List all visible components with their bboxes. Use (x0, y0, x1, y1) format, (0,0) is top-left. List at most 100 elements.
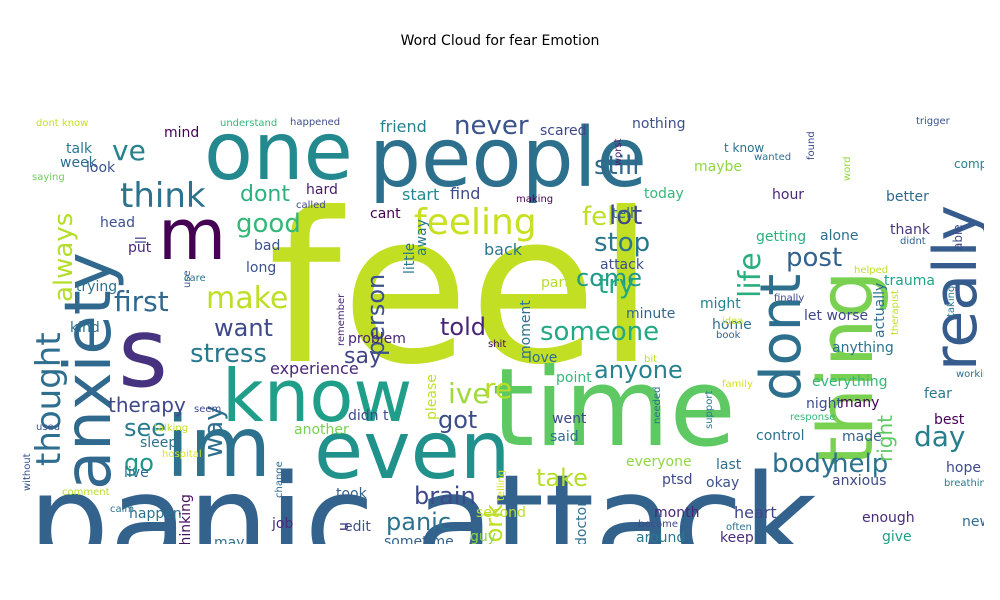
word-calm: calm (110, 504, 134, 515)
word-guy: guy (470, 529, 496, 544)
word-even: even (314, 404, 510, 497)
word-thinking: thinking (178, 494, 194, 544)
word-work: work (480, 504, 508, 544)
word-remember: remember (336, 293, 347, 346)
word-around: around (636, 530, 685, 544)
word-see: see (124, 414, 166, 442)
word-ll: ll (134, 236, 150, 244)
word-bit: bit (644, 354, 657, 365)
word-month: month (654, 505, 699, 521)
word-right: right (873, 415, 897, 462)
word-ptsd: ptsd (662, 472, 693, 488)
word-best: best (934, 412, 965, 428)
word-anything: anything (832, 340, 894, 356)
word-brain: brain (414, 482, 476, 510)
word-little: little (402, 243, 418, 274)
word-take: take (536, 464, 588, 492)
word-telling: telling (496, 470, 507, 501)
word-dont-know: dont know (36, 118, 88, 129)
word-therapist: therapist (890, 290, 901, 335)
word-go: go (124, 449, 154, 477)
word-anyone: anyone (594, 356, 683, 384)
word-person: person (362, 274, 390, 356)
word-experience: experience (270, 359, 359, 378)
word-found: found (806, 131, 817, 160)
word-head: head (100, 215, 135, 231)
word-m: m (158, 194, 226, 276)
word-anxious: anxious (832, 473, 886, 489)
word-still: still (594, 151, 639, 181)
word-second: second (476, 505, 526, 521)
word-thing: thing (801, 271, 890, 467)
word-care: care (184, 273, 206, 284)
word-hour: hour (772, 187, 804, 203)
word-today: today (644, 186, 684, 202)
word-used: used (36, 422, 60, 433)
word-hope: hope (946, 460, 981, 476)
word-heart: heart (734, 503, 777, 522)
word-talking: talking (154, 423, 188, 434)
word-didnt: didnt (900, 236, 926, 247)
word-cant: cant (370, 206, 401, 222)
word-saying: saying (32, 172, 65, 183)
word-first: first (114, 285, 169, 318)
word-want: want (214, 314, 273, 342)
word-worst: worst (613, 138, 624, 166)
word-always: always (49, 213, 79, 302)
word-enough: enough (862, 510, 915, 526)
word-stress: stress (190, 339, 267, 369)
word-tell: tell (612, 206, 634, 222)
word-put: put (128, 240, 152, 256)
word-give: give (882, 529, 912, 544)
word-called: called (296, 200, 326, 211)
word-family: family (722, 379, 753, 390)
word-talk: talk (66, 141, 93, 157)
word-shit: shit (488, 339, 506, 350)
word-night: night (806, 396, 843, 412)
word-think: think (120, 176, 206, 216)
word-use: use (182, 270, 193, 288)
word-away: away (414, 219, 430, 256)
word-helped: helped (854, 265, 888, 276)
word-understand: understand (220, 118, 277, 129)
word-kind: kind (70, 320, 100, 336)
word-help: help (832, 449, 888, 479)
word-re: re (484, 372, 512, 405)
word-edit: edit (344, 519, 371, 535)
word-please: please (424, 374, 440, 420)
word-last: last (716, 457, 742, 473)
word-good: good (236, 209, 301, 239)
word-better: better (886, 189, 929, 205)
word-friend: friend (380, 117, 427, 136)
word-stop: stop (594, 228, 650, 258)
word-panic: panic (386, 508, 451, 536)
word-job: job (271, 516, 293, 532)
word-making: making (516, 194, 553, 205)
word-sleep: sleep (140, 435, 177, 451)
word-fear: fear (924, 386, 952, 402)
word-back: back (484, 240, 523, 259)
word-completely: completely (954, 157, 984, 171)
word-trying: trying (76, 279, 117, 295)
word-say: say (344, 344, 382, 369)
word-really: really (921, 205, 984, 371)
word-know: know (222, 354, 412, 438)
word-told: told (440, 313, 486, 341)
word-come: come (576, 264, 642, 292)
word-week: week (60, 155, 98, 171)
word-needed: needed (652, 387, 663, 425)
word-hospital: hospital (162, 449, 202, 460)
word-response: response (790, 412, 835, 423)
word-didn-t: didn t (348, 408, 389, 424)
word-maybe: maybe (694, 159, 742, 175)
word-love: love (528, 350, 557, 366)
word-s: s (118, 297, 168, 409)
word-ive: ive (448, 377, 490, 410)
word-feeling: feeling (414, 202, 537, 243)
word-trigger: trigger (916, 116, 951, 127)
word-life: life (733, 252, 768, 298)
word-change: change (274, 461, 285, 498)
word-keep: keep (720, 530, 754, 544)
word-moment: moment (518, 300, 534, 359)
word-able: able (951, 224, 965, 250)
